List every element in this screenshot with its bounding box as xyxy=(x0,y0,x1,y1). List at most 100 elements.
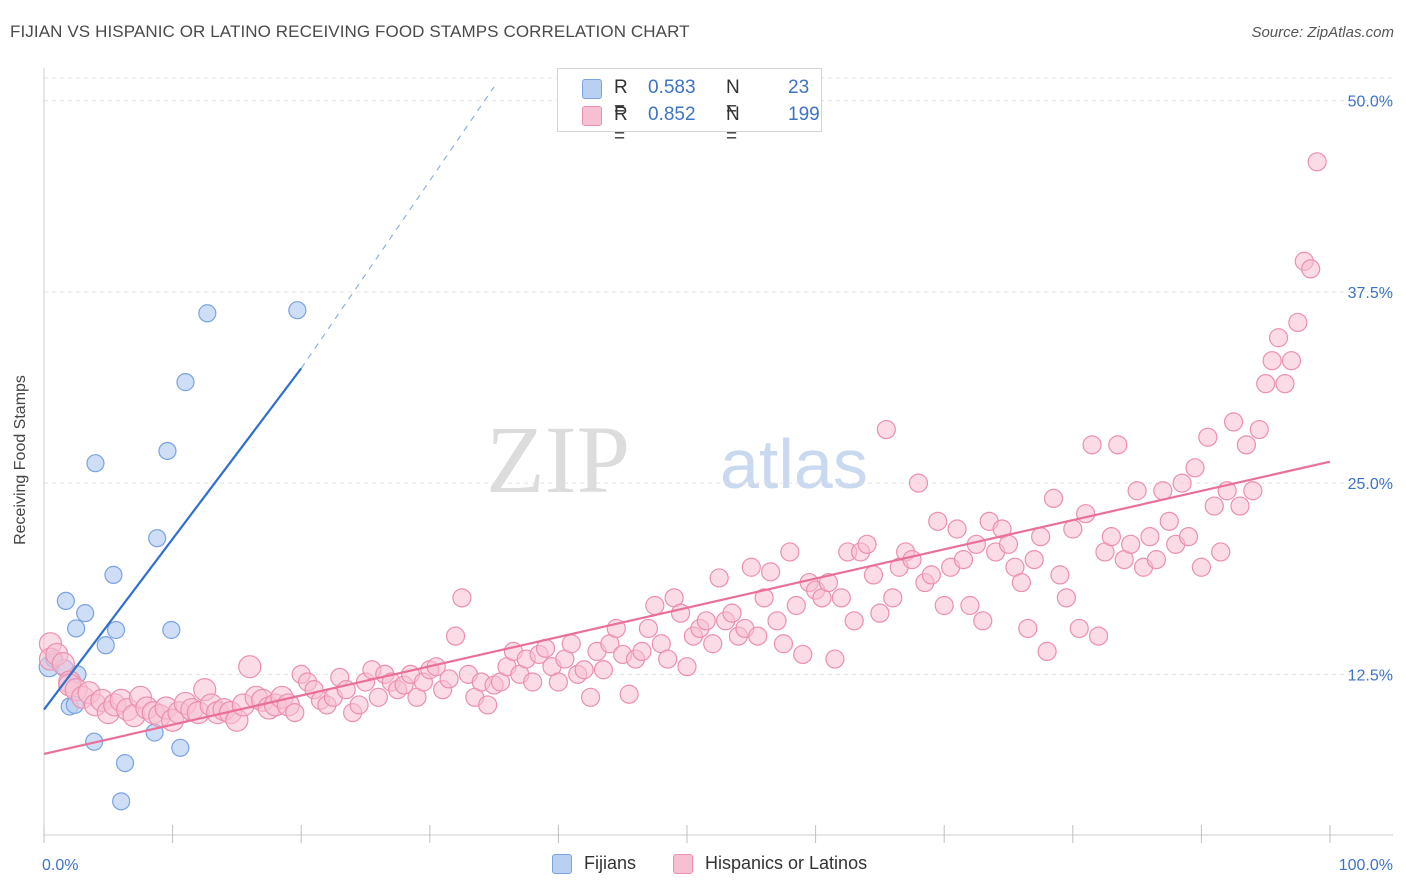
r-value: 0.852 xyxy=(648,104,696,125)
hispanic-point xyxy=(645,595,665,616)
hispanic-point xyxy=(1050,565,1070,585)
hispanic-point xyxy=(844,611,864,631)
hispanic-point xyxy=(1243,481,1263,501)
n-value: 199 xyxy=(788,104,820,125)
hispanic-point xyxy=(709,568,729,588)
fijian-legend-swatch xyxy=(552,854,572,874)
fijian-point xyxy=(288,301,307,320)
hispanic-point xyxy=(973,611,993,631)
hispanic-point xyxy=(1063,519,1083,539)
legend-label: Hispanics or Latinos xyxy=(705,853,868,873)
fijian-points xyxy=(38,301,307,811)
hispanic-point xyxy=(1011,572,1031,593)
hispanic-point xyxy=(1140,527,1160,547)
hispanic-point xyxy=(998,534,1019,554)
hispanic-point xyxy=(368,687,388,707)
legend-label: Fijians xyxy=(584,853,637,873)
hispanic-point xyxy=(632,641,652,662)
hispanic-point xyxy=(349,695,369,715)
fijian-point xyxy=(171,738,190,757)
hispanic-point xyxy=(786,595,806,616)
hispanic-point xyxy=(1281,351,1302,371)
hispanic-point xyxy=(638,618,659,639)
hispanic-point xyxy=(883,588,903,608)
hispanic-point xyxy=(1127,481,1147,501)
hispanic-point xyxy=(658,649,678,669)
hispanic-point xyxy=(1268,328,1289,348)
hispanic-points xyxy=(38,152,1327,732)
fijian-point xyxy=(76,604,95,623)
fijian-point xyxy=(176,373,195,392)
hispanic-point xyxy=(1153,481,1173,501)
hispanic-point xyxy=(760,562,781,582)
n-value: 23 xyxy=(788,77,810,98)
hispanic-point xyxy=(1146,549,1166,570)
y-tick-label: 37.5% xyxy=(1348,285,1393,302)
hispanic-point xyxy=(439,669,459,689)
hispanic-point xyxy=(870,603,890,623)
hispanic-point xyxy=(238,655,262,679)
hispanic-point xyxy=(1159,511,1179,531)
hispanic-point xyxy=(574,660,594,680)
hispanic-point xyxy=(1288,312,1308,333)
hispanic-point xyxy=(908,473,929,493)
hispanic-point xyxy=(523,672,543,692)
x-tick-label: 0.0% xyxy=(42,857,78,874)
hispanic-point xyxy=(1076,504,1096,524)
hispanic-point xyxy=(580,687,601,707)
hispanic-point xyxy=(741,557,761,577)
hispanic-point xyxy=(1256,374,1276,394)
hispanic-point xyxy=(1249,419,1269,440)
hispanic-point xyxy=(857,534,877,554)
fijian-point xyxy=(56,591,75,611)
hispanic-point xyxy=(754,588,774,608)
hispanic-point xyxy=(831,588,851,608)
hispanic-point xyxy=(445,626,466,646)
hispanic-point xyxy=(1024,549,1044,570)
hispanic-point xyxy=(876,419,896,440)
watermark-zip: ZIP xyxy=(486,406,630,513)
r-value: 0.583 xyxy=(648,77,696,98)
hispanic-point xyxy=(818,572,839,593)
n-label: N = xyxy=(726,104,740,147)
hispanic-point xyxy=(1088,626,1109,646)
hispanic-point xyxy=(1236,435,1257,455)
hispanic-point xyxy=(767,611,787,631)
hispanic-point xyxy=(452,588,472,608)
hispanic-point xyxy=(1204,496,1224,516)
hispanic-point xyxy=(1198,427,1218,447)
hispanic-point xyxy=(1018,618,1038,639)
hispanic-point xyxy=(928,511,948,531)
source-label: Source: ZipAtlas.com xyxy=(1251,24,1394,41)
y-tick-label: 25.0% xyxy=(1348,476,1393,493)
fijian-point xyxy=(162,620,181,640)
chart-title: FIJIAN VS HISPANIC OR LATINO RECEIVING F… xyxy=(10,22,690,41)
fijian-point xyxy=(158,441,177,461)
hispanic-point xyxy=(561,634,581,654)
hispanic-point xyxy=(773,634,794,654)
hispanic-point xyxy=(285,702,305,723)
hispanic-point xyxy=(1037,641,1057,662)
hispanic-point xyxy=(677,657,697,677)
hispanic-point xyxy=(1275,374,1295,394)
fijian-trend-extension xyxy=(300,86,495,369)
hispanic-point xyxy=(1230,496,1250,516)
hispanic-point xyxy=(593,660,614,680)
hispanic-point xyxy=(1307,152,1327,172)
hispanic-point xyxy=(722,603,742,623)
hispanic-point xyxy=(696,611,716,631)
hispanic-point xyxy=(1069,618,1089,639)
hispanic-point xyxy=(902,549,922,570)
stats-box: R = 0.583 N = 23 R = 0.852 N = 199 xyxy=(557,68,822,147)
hispanic-point xyxy=(1043,488,1064,508)
hispanic-point xyxy=(1172,473,1192,493)
fijian-swatch xyxy=(582,79,602,99)
hispanic-point xyxy=(548,672,569,692)
hispanic-point xyxy=(921,565,941,585)
fijian-point xyxy=(86,454,105,473)
fijian-point xyxy=(67,619,86,638)
hispanic-point xyxy=(1191,557,1212,577)
n-label: N = xyxy=(726,77,740,120)
x-tick-label: 100.0% xyxy=(1339,857,1393,874)
